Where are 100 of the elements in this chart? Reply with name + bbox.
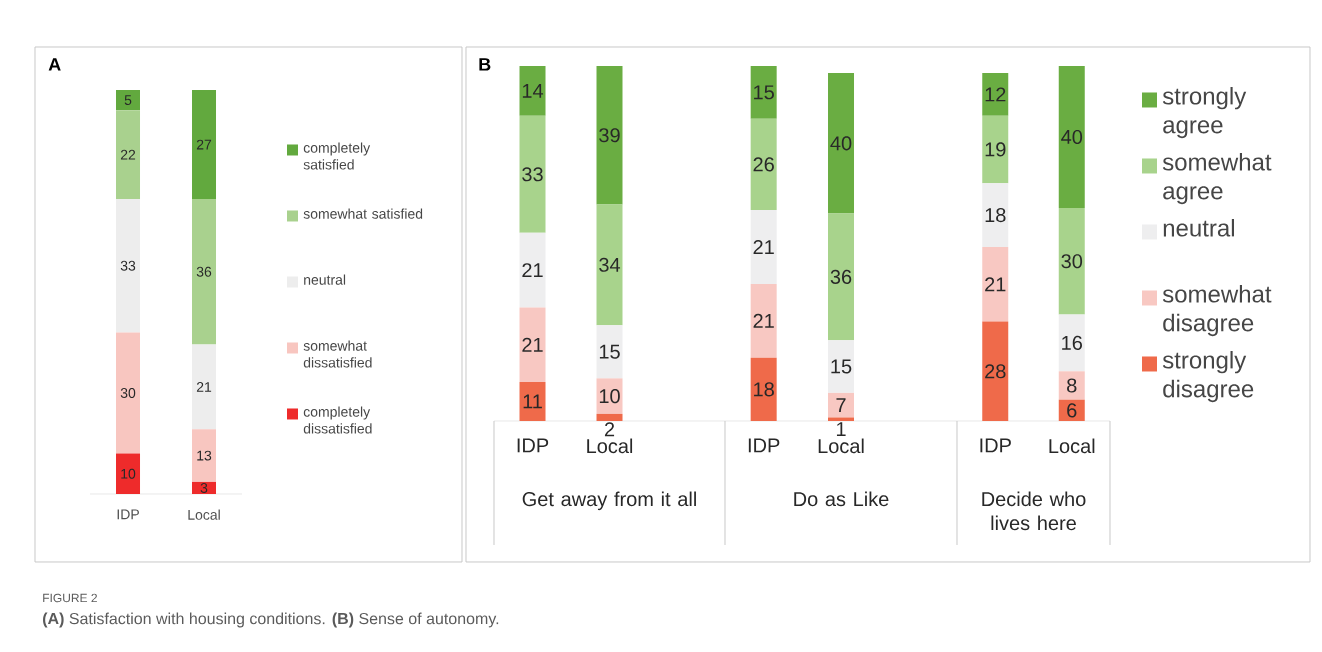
x-axis-title: Get away from it all <box>522 491 696 511</box>
x-tick-label: Local <box>1049 438 1095 454</box>
data-label: 21 <box>522 263 543 278</box>
bar <box>116 199 141 333</box>
data-label: 12 <box>985 87 1006 102</box>
bar <box>596 378 623 414</box>
data-label: 39 <box>599 128 620 143</box>
bar <box>596 65 623 205</box>
data-label: 33 <box>120 260 136 271</box>
data-label: 34 <box>599 257 621 272</box>
data-label: 2 <box>604 422 615 437</box>
data-label: 8 <box>1067 378 1077 393</box>
data-label: 1 <box>836 422 846 436</box>
bar <box>519 232 546 308</box>
legend-label: somewhat satisfied <box>303 208 423 219</box>
bar <box>519 115 546 233</box>
bar <box>116 453 141 494</box>
legend-label: strongly disagree <box>1162 350 1254 403</box>
bar <box>750 65 777 119</box>
bar <box>982 247 1009 322</box>
bar <box>828 213 855 341</box>
bar <box>750 210 777 284</box>
bar <box>192 344 217 430</box>
text: (A) Satisfaction with housing conditions. (B) Sense of autonomy. <box>43 612 499 628</box>
bar <box>519 65 546 116</box>
bar <box>1058 371 1085 400</box>
legend-label: neutral <box>1163 218 1234 237</box>
caption: FIGURE 2 <box>43 593 97 603</box>
data-label: 15 <box>754 85 774 100</box>
x-axis-title: Decide who lives here <box>982 491 1086 531</box>
bar <box>982 183 1009 248</box>
data-label: 33 <box>522 167 543 182</box>
x-tick-label: IDP <box>748 438 780 453</box>
legend-label: neutral <box>304 274 346 285</box>
data-label: 21 <box>196 382 212 392</box>
data-label: 36 <box>830 269 852 284</box>
bar <box>1058 314 1085 372</box>
bar <box>982 321 1009 421</box>
x-tick-label: IDP <box>117 509 139 520</box>
x-tick-label: IDP <box>980 438 1011 453</box>
bar <box>1058 65 1085 208</box>
data-label: 40 <box>1061 129 1083 145</box>
bar <box>116 89 141 111</box>
bar <box>519 307 546 382</box>
data-label: 40 <box>830 136 852 151</box>
data-label: 18 <box>754 382 774 397</box>
data-label: 3 <box>200 482 208 493</box>
data-label: 26 <box>753 157 774 172</box>
bar <box>828 392 855 418</box>
data-label: 21 <box>985 277 1006 292</box>
bar <box>1058 207 1085 315</box>
bar <box>596 325 623 379</box>
chart-title: A <box>48 58 61 71</box>
bar <box>750 283 777 358</box>
data-label: 36 <box>196 266 212 277</box>
x-tick-label: Local <box>818 438 864 454</box>
bar <box>519 381 546 421</box>
data-label: 21 <box>753 313 774 328</box>
x-axis-title: Do as Like <box>794 491 889 507</box>
data-label: 21 <box>753 240 774 254</box>
data-label: 16 <box>1062 335 1082 350</box>
data-label: 30 <box>1061 254 1083 269</box>
data-label: 30 <box>120 388 136 398</box>
data-label: 18 <box>985 208 1006 223</box>
data-label: 14 <box>522 83 544 98</box>
bar <box>828 340 855 393</box>
data-label: 22 <box>120 149 136 160</box>
bar <box>192 429 217 482</box>
data-label: 21 <box>522 337 543 352</box>
data-label: 15 <box>599 344 620 359</box>
legend-label: somewhat disagree <box>1162 284 1272 337</box>
legend-label: completely satisfied <box>303 142 371 170</box>
data-label: 6 <box>1067 403 1077 418</box>
x-tick-label: IDP <box>517 438 549 453</box>
x-tick-label: Local <box>188 509 220 520</box>
bar <box>982 115 1009 184</box>
bar <box>192 199 217 345</box>
x-tick-label: Local <box>587 438 633 454</box>
data-label: 5 <box>124 95 132 105</box>
bar <box>982 73 1009 116</box>
bar <box>192 89 217 200</box>
data-label: 13 <box>197 450 212 461</box>
data-label: 19 <box>985 142 1006 157</box>
bar <box>828 73 855 214</box>
data-label: 7 <box>836 398 846 413</box>
chart-title: B <box>479 58 491 71</box>
data-label: 28 <box>985 364 1006 379</box>
bar <box>596 204 623 326</box>
legend-label: completely dissatisfied <box>303 406 372 434</box>
legend-label: somewhat dissatisfied <box>303 340 372 368</box>
bar <box>750 118 777 211</box>
data-label: 15 <box>831 359 852 374</box>
data-label: 10 <box>599 389 620 404</box>
data-label: 11 <box>523 394 542 409</box>
bar <box>596 413 623 421</box>
bar <box>828 417 855 421</box>
bar <box>116 332 141 454</box>
data-label: 27 <box>196 139 212 150</box>
bar <box>750 357 777 421</box>
data-label: 10 <box>121 468 136 479</box>
